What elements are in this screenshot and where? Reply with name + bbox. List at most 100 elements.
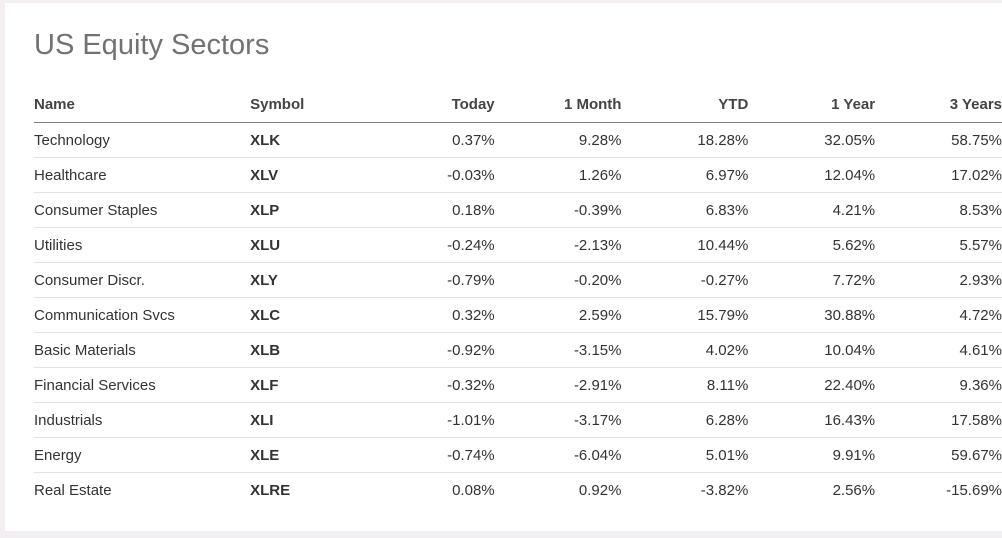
return-ytd: 15.79% xyxy=(621,297,749,333)
return-today: -1.01% xyxy=(351,402,495,438)
sector-name: Consumer Staples xyxy=(34,192,251,228)
table-header: Name Symbol Today 1 Month YTD 1 Year 3 Y… xyxy=(34,86,1002,123)
sector-name: Consumer Discr. xyxy=(34,262,251,298)
return-today: -0.03% xyxy=(351,157,495,193)
symbol-link[interactable]: XLP xyxy=(250,192,352,228)
return-1-month: -2.91% xyxy=(494,367,622,403)
return-3-years: 4.72% xyxy=(875,297,1002,333)
page-title: US Equity Sectors xyxy=(34,29,270,61)
return-1-month: -3.17% xyxy=(494,402,622,438)
return-1-year: 9.91% xyxy=(748,437,876,473)
return-1-month: 9.28% xyxy=(494,122,622,158)
sector-name: Energy xyxy=(34,437,251,473)
return-1-year: 2.56% xyxy=(832,481,876,499)
return-1-month: -3.15% xyxy=(494,332,622,368)
return-ytd: 10.44% xyxy=(621,227,749,263)
symbol-link[interactable]: XLV xyxy=(250,157,352,193)
table-row: Utilities XLU -0.24% -2.13% 10.44% 5.62% 5.57% xyxy=(34,227,1002,263)
return-3-years: 5.57% xyxy=(875,227,1002,263)
sectors-card: US Equity Sectors Name Symbol Today 1 Mo… xyxy=(5,3,1002,531)
sectors-table: Name Symbol Today 1 Month YTD 1 Year 3 Y… xyxy=(34,86,1002,507)
symbol-link[interactable]: XLK xyxy=(250,122,352,158)
return-3-years: 2.93% xyxy=(875,262,1002,298)
return-ytd: -0.27% xyxy=(621,262,749,298)
return-ytd: 6.28% xyxy=(621,402,749,438)
return-1-month: -6.04% xyxy=(494,437,622,473)
table-row: Consumer Staples XLP 0.18% -0.39% 6.83% 4.21%… xyxy=(34,192,1002,228)
sector-name: Financial Services xyxy=(34,367,251,403)
table-body: Technology XLK 0.37% 9.28% 18.28% 32.05% 58.75… xyxy=(34,122,1002,508)
column-header-name[interactable]: Name xyxy=(34,86,251,123)
return-1-month: 0.92% xyxy=(578,481,622,499)
symbol-link[interactable]: XLC xyxy=(250,297,352,333)
return-today: -0.79% xyxy=(351,262,495,298)
return-3-years: 8.53% xyxy=(875,192,1002,228)
return-1-year: 5.62% xyxy=(748,227,876,263)
return-ytd: 6.83% xyxy=(621,192,749,228)
column-header-3-years[interactable]: 3 Years xyxy=(875,86,1002,123)
return-ytd: 6.97% xyxy=(621,157,749,193)
table-row: Consumer Discr. XLY -0.79% -0.20% -0.27% 7.72… xyxy=(34,262,1002,298)
column-header-today[interactable]: Today xyxy=(351,86,495,123)
symbol-link[interactable]: XLU xyxy=(250,227,352,263)
return-ytd: 18.28% xyxy=(621,122,749,158)
return-3-years: 58.75% xyxy=(875,122,1002,158)
sector-name: Basic Materials xyxy=(34,332,251,368)
symbol-link[interactable]: XLB xyxy=(250,332,352,368)
return-today: -0.32% xyxy=(351,367,495,403)
return-1-month: 1.26% xyxy=(494,157,622,193)
return-1-year: 4.21% xyxy=(748,192,876,228)
column-header-1-year[interactable]: 1 Year xyxy=(748,86,876,123)
return-1-year: 12.04% xyxy=(748,157,876,193)
return-3-years: 59.67% xyxy=(875,437,1002,473)
return-ytd: 8.11% xyxy=(621,367,749,403)
table-row: Real Estate XLRE 0.08% 0.92% -3.82% 2.56% -15.… xyxy=(34,473,1002,508)
return-ytd: -3.82% xyxy=(700,481,749,499)
return-1-month: 2.59% xyxy=(494,297,622,333)
sector-name: Communication Svcs xyxy=(34,297,251,333)
return-1-month: -2.13% xyxy=(494,227,622,263)
return-1-month: -0.20% xyxy=(494,262,622,298)
return-3-years: 4.61% xyxy=(875,332,1002,368)
return-today: -0.74% xyxy=(351,437,495,473)
sector-name: Industrials xyxy=(34,402,251,438)
sector-name: Technology xyxy=(34,122,251,158)
table-row: Technology XLK 0.37% 9.28% 18.28% 32.05% 58.75… xyxy=(34,122,1002,158)
symbol-link[interactable]: XLY xyxy=(250,262,352,298)
return-ytd: 5.01% xyxy=(621,437,749,473)
return-1-month: -0.39% xyxy=(494,192,622,228)
return-1-year: 7.72% xyxy=(748,262,876,298)
return-today: 0.08% xyxy=(452,481,495,499)
return-1-year: 22.40% xyxy=(748,367,876,403)
return-today: -0.92% xyxy=(351,332,495,368)
symbol-link[interactable]: XLRE xyxy=(250,481,291,499)
return-today: 0.18% xyxy=(351,192,495,228)
sector-name: Utilities xyxy=(34,227,251,263)
return-1-year: 32.05% xyxy=(748,122,876,158)
return-ytd: 4.02% xyxy=(621,332,749,368)
return-1-year: 16.43% xyxy=(748,402,876,438)
sector-name: Real Estate xyxy=(34,481,112,499)
table-row: Financial Services XLF -0.32% -2.91% 8.11% 22… xyxy=(34,367,1002,403)
return-3-years: -15.69% xyxy=(946,481,1002,499)
symbol-link[interactable]: XLF xyxy=(250,367,352,403)
symbol-link[interactable]: XLI xyxy=(250,402,352,438)
sector-name: Healthcare xyxy=(34,157,251,193)
return-3-years: 17.02% xyxy=(875,157,1002,193)
return-1-year: 10.04% xyxy=(748,332,876,368)
table-row: Industrials XLI -1.01% -3.17% 6.28% 16.43% 17.… xyxy=(34,402,1002,438)
return-today: 0.37% xyxy=(351,122,495,158)
symbol-link[interactable]: XLE xyxy=(250,437,352,473)
header-row: Name Symbol Today 1 Month YTD 1 Year 3 Y… xyxy=(34,86,1002,123)
column-header-symbol[interactable]: Symbol xyxy=(250,86,352,123)
table-row: Basic Materials XLB -0.92% -3.15% 4.02% 10.04… xyxy=(34,332,1002,368)
return-today: -0.24% xyxy=(351,227,495,263)
table-row: Communication Svcs XLC 0.32% 2.59% 15.79% 30.… xyxy=(34,297,1002,333)
table-row: Healthcare XLV -0.03% 1.26% 6.97% 12.04% 17.02… xyxy=(34,157,1002,193)
column-header-ytd[interactable]: YTD xyxy=(621,86,749,123)
return-1-year: 30.88% xyxy=(748,297,876,333)
table-row: Energy XLE -0.74% -6.04% 5.01% 9.91% 59.67% xyxy=(34,437,1002,473)
column-header-1-month[interactable]: 1 Month xyxy=(494,86,622,123)
return-today: 0.32% xyxy=(351,297,495,333)
return-3-years: 17.58% xyxy=(875,402,1002,438)
